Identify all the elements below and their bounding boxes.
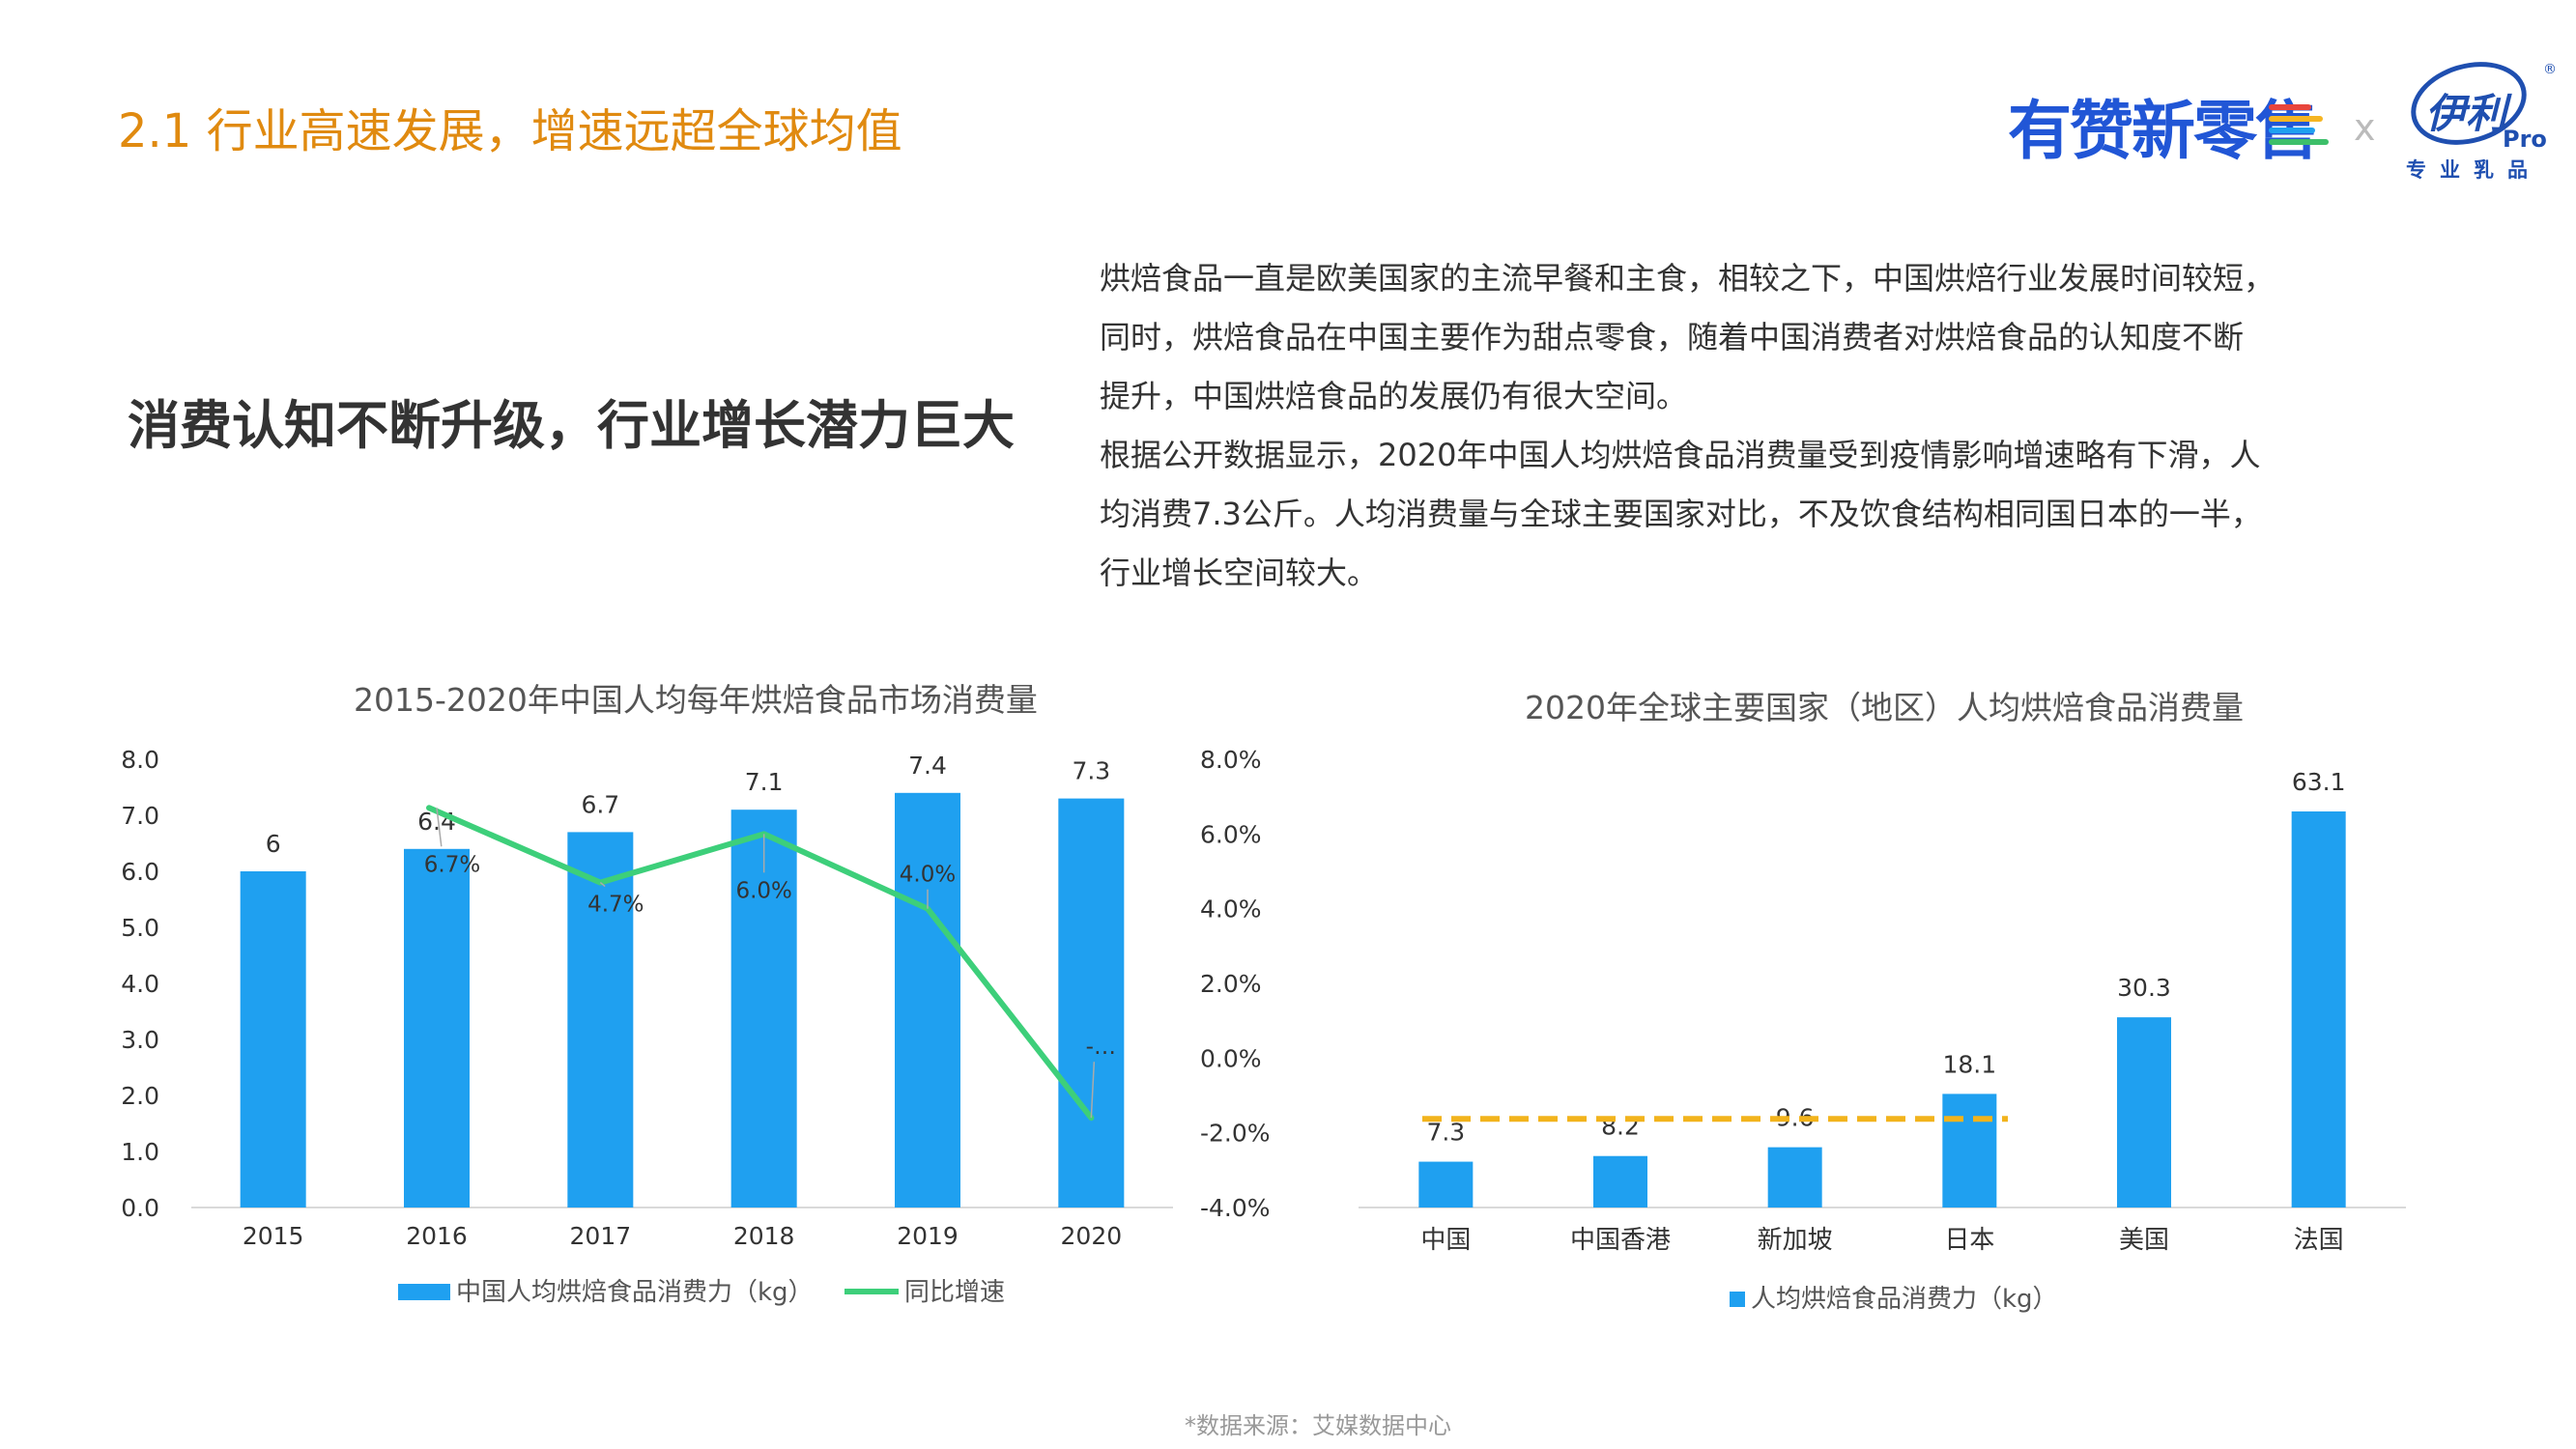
chart1-right-tick: -4.0% bbox=[1200, 1194, 1271, 1222]
chart2-legend-label: 人均烘焙食品消费力（kg） bbox=[1751, 1285, 2058, 1314]
chart1-growth-label: -… bbox=[1086, 1035, 1116, 1060]
chart1-growth-leader bbox=[599, 882, 606, 888]
body-paragraph: 烘焙食品一直是欧美国家的主流早餐和主食，相较之下，中国烘焙行业发展时间较短， 同… bbox=[1100, 249, 2375, 603]
chart1-left-tick: 5.0 bbox=[121, 914, 159, 942]
chart1-left-tick: 7.0 bbox=[121, 802, 159, 830]
chart1-bar bbox=[567, 832, 634, 1208]
chart2-bar-label: 30.3 bbox=[2117, 974, 2171, 1002]
chart1-right-tick: 6.0% bbox=[1200, 820, 1262, 848]
youzan-logo: 有赞新零售 bbox=[2008, 94, 2319, 168]
chart1-left-tick: 3.0 bbox=[121, 1026, 159, 1054]
slide-title: 2.1 行业高速发展，增速远超全球均值 bbox=[118, 104, 902, 158]
chart1-bar-label: 6 bbox=[266, 830, 281, 858]
chart1-bar bbox=[895, 792, 960, 1208]
chart1-x-tick: 2019 bbox=[897, 1222, 959, 1250]
chart1-right-tick: 0.0% bbox=[1200, 1044, 1262, 1072]
body-line: 烘焙食品一直是欧美国家的主流早餐和主食，相较之下，中国烘焙行业发展时间较短， bbox=[1100, 260, 2275, 297]
chart1-right-tick: -2.0% bbox=[1200, 1120, 1271, 1148]
chart2-bar-label: 7.3 bbox=[1426, 1119, 1465, 1147]
chart1-x-tick: 2018 bbox=[733, 1222, 795, 1250]
chart1-growth-label: 6.0% bbox=[735, 878, 791, 903]
yili-logo: 伊利 bbox=[2425, 90, 2507, 137]
chart2-bar bbox=[2291, 811, 2346, 1208]
chart1-legend-line-label: 同比增速 bbox=[904, 1278, 1005, 1307]
chart1-growth-label: 4.7% bbox=[587, 893, 644, 918]
chart1-bar-label: 7.1 bbox=[745, 768, 784, 796]
chart1-bar bbox=[404, 848, 470, 1208]
chart1-left-tick: 4.0 bbox=[121, 970, 159, 998]
yili-registered-mark: ® bbox=[2543, 62, 2557, 77]
chart1-x-tick: 2016 bbox=[406, 1222, 468, 1250]
chart1-left-tick: 1.0 bbox=[121, 1138, 159, 1166]
chart1-growth-label: 4.0% bbox=[900, 863, 956, 888]
chart2-x-tick: 新加坡 bbox=[1758, 1226, 1833, 1255]
chart2-x-tick: 中国香港 bbox=[1570, 1226, 1671, 1255]
body-line: 同时，烘焙食品在中国主要作为甜点零食，随着中国消费者对烘焙食品的认知度不断 bbox=[1100, 319, 2245, 355]
logo-separator: x bbox=[2354, 106, 2376, 149]
chart1-left-tick: 8.0 bbox=[121, 746, 159, 774]
chart2-x-tick: 法国 bbox=[2294, 1226, 2344, 1255]
youzan-logo-stripes-icon bbox=[2269, 102, 2329, 149]
chart2-title: 2020年全球主要国家（地区）人均烘焙食品消费量 bbox=[1525, 689, 2244, 726]
chart1-bar-label: 7.4 bbox=[908, 752, 947, 780]
body-line: 行业增长空间较大。 bbox=[1100, 554, 1379, 591]
chart2-x-tick: 中国 bbox=[1420, 1226, 1471, 1255]
chart1-left-tick: 6.0 bbox=[121, 858, 159, 886]
chart1-bar bbox=[730, 810, 797, 1208]
chart2-x-tick: 美国 bbox=[2119, 1226, 2169, 1255]
yili-pro-label: Pro bbox=[2503, 126, 2547, 153]
chart1-legend-bar-swatch bbox=[398, 1284, 450, 1300]
body-line: 提升，中国烘焙食品的发展仍有很大空间。 bbox=[1100, 378, 1688, 414]
body-line: 根据公开数据显示，2020年中国人均烘焙食品消费量受到疫情影响增速略有下滑，人 bbox=[1100, 437, 2261, 473]
headline: 消费认知不断升级，行业增长潜力巨大 bbox=[128, 395, 1015, 456]
chart2-bar bbox=[1593, 1155, 1647, 1208]
chart2-legend-swatch bbox=[1730, 1292, 1745, 1307]
chart1-legend-bar-label: 中国人均烘焙食品消费力（kg） bbox=[456, 1278, 814, 1307]
chart1-right-tick: 8.0% bbox=[1200, 746, 1262, 774]
chart1-growth-label: 6.7% bbox=[424, 852, 480, 877]
chart2-bar-label: 63.1 bbox=[2292, 768, 2346, 796]
chart1-bar-label: 7.3 bbox=[1072, 757, 1110, 785]
chart1-title: 2015-2020年中国人均每年烘焙食品市场消费量 bbox=[354, 681, 1038, 719]
chart1-growth-leader bbox=[1090, 1062, 1096, 1119]
chart2-bar bbox=[1942, 1094, 1997, 1208]
chart2-bar bbox=[1418, 1161, 1474, 1208]
chart1-right-tick: 4.0% bbox=[1200, 895, 1262, 923]
chart2-bar-label: 18.1 bbox=[1942, 1050, 1996, 1078]
chart1-right-tick: 2.0% bbox=[1200, 970, 1262, 998]
data-source-note: *数据来源：艾媒数据中心 bbox=[1185, 1412, 1451, 1439]
chart1-x-tick: 2020 bbox=[1061, 1222, 1123, 1250]
body-line: 均消费7.3公斤。人均消费量与全球主要国家对比，不及饮食结构相同国日本的一半， bbox=[1100, 496, 2262, 532]
chart1-growth-leader bbox=[436, 808, 443, 847]
chart1-bar bbox=[240, 871, 306, 1208]
chart1-left-tick: 2.0 bbox=[121, 1082, 159, 1110]
chart2-x-tick: 日本 bbox=[1944, 1226, 1994, 1255]
chart1-left-tick: 0.0 bbox=[121, 1194, 159, 1222]
yili-subtitle: 专业乳品 bbox=[2406, 158, 2541, 182]
chart1-x-tick: 2017 bbox=[570, 1222, 632, 1250]
chart1-bar-label: 6.7 bbox=[581, 790, 619, 818]
chart2-bar bbox=[2117, 1017, 2171, 1208]
chart2-bar bbox=[1767, 1147, 1822, 1208]
chart1-bar bbox=[1058, 798, 1125, 1208]
chart1-x-tick: 2015 bbox=[243, 1222, 304, 1250]
